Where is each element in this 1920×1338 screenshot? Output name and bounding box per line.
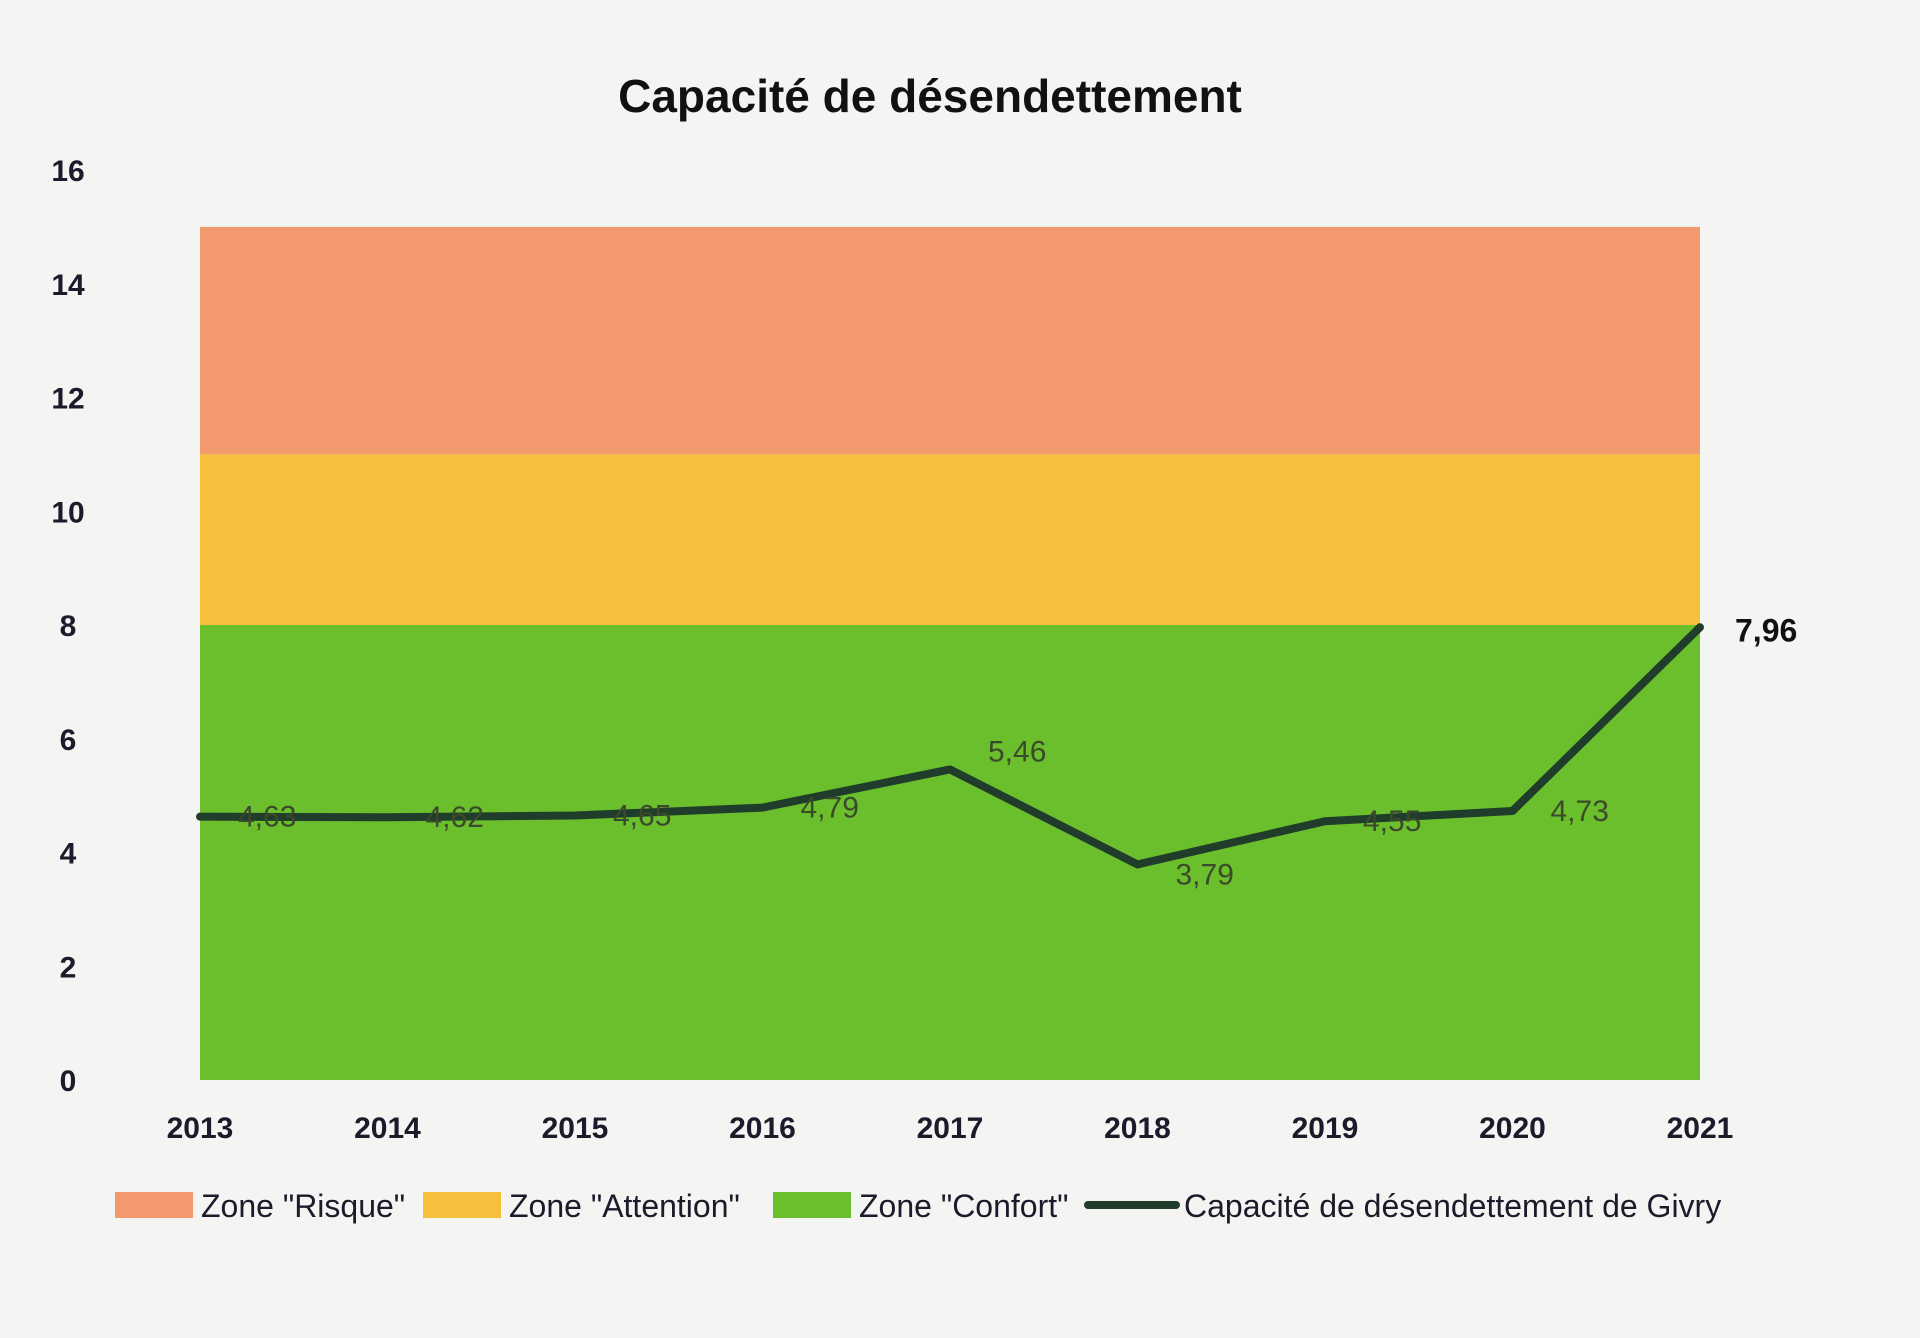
x-tick-label: 2015 [542, 1112, 609, 1145]
data-point [1509, 807, 1516, 814]
zones-layer [200, 226, 1700, 1080]
data-point [384, 814, 391, 821]
x-tick-label: 2016 [729, 1112, 796, 1145]
legend-item: Capacité de désendettement de Givry [1084, 1188, 1721, 1224]
y-tick-label: 2 [60, 951, 77, 984]
data-label: 4,65 [613, 800, 671, 833]
x-tick-label: 2013 [167, 1112, 234, 1145]
y-tick-label: 0 [60, 1065, 77, 1098]
x-tick-label: 2020 [1479, 1112, 1546, 1145]
data-label: 4,63 [238, 801, 296, 834]
data-point [1134, 861, 1141, 868]
x-tick-label: 2021 [1667, 1112, 1734, 1145]
data-label: 7,96 [1735, 612, 1797, 648]
legend: Zone "Risque" Zone "Attention" Zone "Confo… [115, 1188, 1721, 1224]
zone-zone-attention [200, 454, 1700, 625]
data-label: 4,73 [1551, 795, 1609, 828]
data-point [1322, 818, 1328, 825]
data-label: 3,79 [1176, 858, 1234, 891]
y-tick-label: 10 [51, 496, 84, 529]
x-tick-label: 2019 [1292, 1112, 1359, 1145]
zone-zone-confort [200, 625, 1700, 1080]
chart-title: Capacité de désendettement [618, 70, 1242, 122]
x-tick-label: 2017 [917, 1112, 984, 1145]
data-label: 5,46 [988, 735, 1046, 768]
legend-label: Zone "Risque" [201, 1188, 405, 1224]
legend-item: Zone "Risque" [115, 1188, 405, 1224]
y-tick-label: 4 [60, 838, 77, 871]
legend-swatch [773, 1192, 851, 1218]
y-tick-label: 16 [51, 155, 84, 188]
data-labels: 4,63 4,62 4,65 4,79 5,46 3,79 4,55 4,73 7,96 [238, 612, 1797, 891]
data-point [572, 812, 578, 819]
data-point [759, 804, 766, 811]
x-axis: 2013 2014 2015 2016 2017 2018 2019 2020 2021 [167, 1112, 1734, 1145]
legend-item: Zone "Confort" [773, 1188, 1068, 1224]
y-tick-label: 8 [60, 610, 77, 643]
legend-label: Capacité de désendettement de Givry [1184, 1188, 1721, 1224]
x-tick-label: 2018 [1104, 1112, 1171, 1145]
x-tick-label: 2014 [354, 1112, 421, 1145]
data-point [947, 766, 953, 773]
y-tick-label: 12 [51, 383, 84, 416]
data-point [197, 813, 203, 820]
data-label: 4,79 [801, 792, 859, 825]
y-tick-label: 6 [60, 724, 77, 757]
y-tick-label: 14 [51, 269, 85, 302]
data-label: 4,62 [426, 801, 484, 834]
zone-zone-risque [200, 226, 1700, 455]
series-layer [196, 623, 1704, 869]
y-axis: 0 2 4 6 8 10 12 14 16 [51, 155, 85, 1098]
legend-swatch [115, 1192, 193, 1218]
legend-label: Zone "Confort" [859, 1188, 1068, 1224]
data-label: 4,55 [1363, 805, 1421, 838]
legend-label: Zone "Attention" [509, 1188, 740, 1224]
data-point [1697, 624, 1703, 631]
legend-item: Zone "Attention" [423, 1188, 740, 1224]
legend-swatch [423, 1192, 501, 1218]
